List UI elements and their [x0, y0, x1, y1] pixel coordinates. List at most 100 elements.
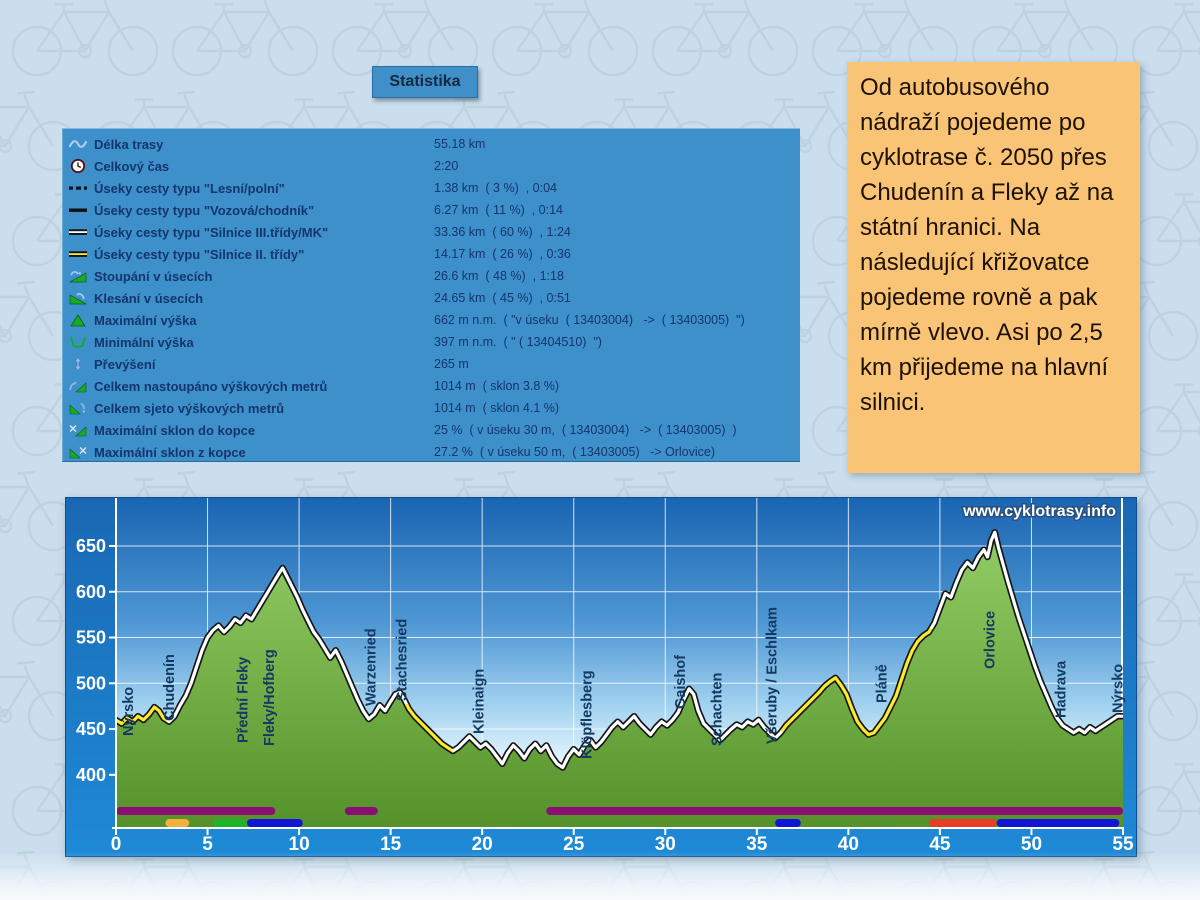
clock-icon [69, 159, 87, 173]
place-label: Klöpflesberg [580, 670, 596, 759]
stats-label: Úseky cesty typu "Vozová/chodník" [94, 202, 315, 218]
stats-value: 1014 m ( sklon 3.8 %) [434, 379, 560, 393]
place-label: Gaishof [673, 655, 689, 709]
stats-row: Minimální výška 397 m n.m. ( " ( 13404510… [63, 331, 800, 353]
stats-label: Celkem sjeto výškových metrů [94, 400, 285, 416]
place-label: Přední Fleky [235, 657, 251, 743]
place-label: Hadrava [1054, 660, 1070, 718]
route-number-bar [344, 807, 378, 815]
svg-text:650: 650 [76, 536, 106, 556]
stats-row: Celkem sjeto výškových metrů 1014 m ( skl… [63, 397, 800, 419]
stats-rows-container: Délka trasy 55.18 km Celkový čas 2:20 Úseky … [63, 133, 800, 463]
svg-text:55: 55 [1112, 834, 1134, 855]
watermark-url: www.cyklotrasy.info [962, 503, 1116, 520]
stats-value: 1014 m ( sklon 4.1 %) [434, 401, 560, 415]
svg-text:30: 30 [655, 834, 676, 855]
route-directions-text: Od autobusového nádraží pojedeme po cykl… [860, 74, 1114, 416]
min-height-icon [69, 335, 87, 349]
stats-label: Klesání v úsecích [94, 290, 204, 306]
svg-text:40: 40 [838, 834, 859, 855]
route-number-bar [213, 819, 247, 827]
stats-value: 26.6 km ( 48 %) , 1:18 [434, 269, 564, 283]
stats-label: Maximální sklon z kopce [94, 444, 246, 460]
place-label: Nýrsko [1111, 664, 1127, 713]
stats-value: 265 m [434, 357, 469, 371]
place-labels: Nýrsko Chudenín Přední Fleky Fleky/Hofberg W… [121, 607, 1127, 759]
svg-text:50: 50 [1021, 834, 1042, 855]
total-descent-icon [69, 401, 87, 415]
climb-segments-icon [69, 269, 87, 283]
route-number-bar [165, 819, 190, 827]
place-label: Orlovice [982, 611, 998, 669]
plot-area [116, 498, 1123, 828]
stats-label: Celkový čas [94, 158, 170, 174]
profile-road-segment [780, 625, 934, 737]
svg-text:600: 600 [76, 582, 106, 602]
stats-value: 33.36 km ( 60 %) , 1:24 [434, 225, 571, 239]
place-label: Fleky/Hofberg [262, 649, 278, 746]
profile-road-segment [405, 703, 456, 753]
elevation-icon [69, 357, 87, 371]
stats-row: Úseky cesty typu "Silnice III.třídy/MK" 3… [63, 221, 800, 243]
route-number-bar [116, 807, 276, 815]
max-slope-down-icon [69, 445, 87, 459]
svg-text:0: 0 [111, 834, 122, 855]
svg-text:25: 25 [563, 834, 585, 855]
stats-row: Úseky cesty typu "Lesní/polní" 1.38 km ( … [63, 177, 800, 199]
stats-row: Maximální výška 662 m n.m. ( "v úseku ( 1… [63, 309, 800, 331]
route-number-bar [546, 807, 1123, 815]
stats-value: 27.2 % ( v úseku 50 m, ( 13403005) -> Or… [434, 445, 716, 459]
stats-value: 55.18 km [434, 137, 486, 151]
svg-text:45: 45 [929, 834, 951, 855]
stats-value: 397 m n.m. ( " ( 13404510) ") [434, 335, 602, 349]
stats-value: 14.17 km ( 26 %) , 0:36 [434, 247, 571, 261]
stats-label: Celkem nastoupáno výškových metrů [94, 378, 328, 394]
y-axis-labels: 400 450 500 550 600 650 [76, 536, 106, 785]
place-label: Kleinaign [472, 669, 488, 734]
profile-road-segment [930, 530, 1123, 735]
stats-label: Úseky cesty typu "Silnice III.třídy/MK" [94, 224, 329, 240]
elevation-profile-chart: 400 450 500 550 600 650 0 5 10 15 20 25 30 35 40 45 50 55… [65, 497, 1137, 857]
stats-value: 25 % ( v úseku 30 m, ( 13403004) -> ( 13… [434, 423, 737, 437]
stats-value: 6.27 km ( 11 %) , 0:14 [434, 203, 563, 217]
place-label: Stachesried [395, 619, 411, 701]
stats-label: Délka trasy [94, 136, 164, 152]
elevation-profile-svg: 400 450 500 550 600 650 0 5 10 15 20 25 30 35 40 45 50 55… [66, 498, 1136, 856]
statistika-button[interactable]: Statistika [372, 66, 478, 98]
stats-label: Úseky cesty typu "Lesní/polní" [94, 180, 285, 196]
x-axis-labels: 0 5 10 15 20 25 30 35 40 45 50 55 [111, 834, 1134, 855]
path-solid-icon [69, 203, 87, 217]
profile-road-segment [116, 705, 170, 726]
svg-text:550: 550 [76, 628, 106, 648]
stats-row: Klesání v úsecích 24.65 km ( 45 %) , 0:51 [63, 287, 800, 309]
stats-label: Minimální výška [94, 334, 194, 350]
place-label: Chudenín [162, 654, 178, 721]
stats-row: Celkem nastoupáno výškových metrů 1014 m … [63, 375, 800, 397]
stats-row: Celkový čas 2:20 [63, 155, 800, 177]
stats-row: Maximální sklon z kopce 27.2 % ( v úseku … [63, 441, 800, 463]
stats-value: 662 m n.m. ( "v úseku ( 13403004) -> ( 1… [434, 313, 745, 327]
stats-label: Stoupání v úsecích [94, 268, 213, 284]
stats-value: 2:20 [434, 159, 459, 173]
route-number-bar [928, 819, 997, 827]
svg-text:500: 500 [76, 673, 106, 693]
max-height-icon [69, 313, 87, 327]
place-label: Warzenried [363, 628, 379, 706]
place-label: Schachten [710, 673, 726, 746]
path-striped-yellow-icon [69, 247, 87, 261]
elevation-area [116, 532, 1123, 828]
stats-row: Maximální sklon do kopce 25 % ( v úseku 3… [63, 419, 800, 441]
profile-road-segment [166, 566, 409, 724]
descent-segments-icon [69, 291, 87, 305]
path-dashed-icon [69, 181, 87, 195]
route-number-bar [246, 819, 303, 827]
svg-text:400: 400 [76, 765, 106, 785]
place-label: Pláně [874, 664, 890, 703]
stats-label: Úseky cesty typu "Silnice II. třídy" [94, 246, 305, 262]
svg-text:10: 10 [289, 834, 310, 855]
stats-row: Převýšení 265 m [63, 353, 800, 375]
route-number-bar [996, 819, 1120, 827]
route-statistics-panel: Délka trasy 55.18 km Celkový čas 2:20 Úseky … [62, 128, 800, 462]
stats-label: Maximální sklon do kopce [94, 422, 256, 438]
